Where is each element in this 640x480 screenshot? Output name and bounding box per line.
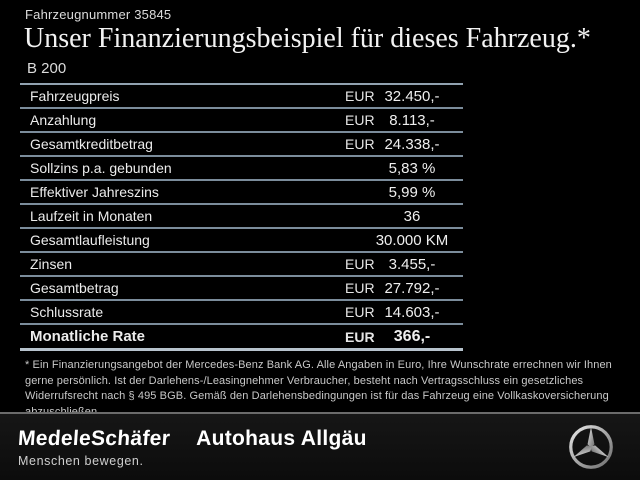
table-row: Gesamtbetrag EUR 27.792,-: [20, 277, 463, 301]
table-row: Laufzeit in Monaten 36: [20, 205, 463, 229]
row-value: 3.455,-: [388, 255, 436, 273]
row-currency: EUR: [345, 112, 375, 128]
row-value: 14.603,-: [384, 303, 440, 321]
row-value: 8.113,-: [389, 111, 435, 129]
row-value: 30.000 KM: [375, 231, 449, 249]
table-row: Zinsen EUR 3.455,-: [20, 253, 463, 277]
row-label: Zinsen: [30, 256, 73, 272]
table-row: Gesamtlaufleistung 30.000 KM: [20, 229, 463, 253]
table-row: Monatliche Rate EUR 366,-: [20, 325, 463, 351]
legal-footnote: * Ein Finanzierungsangebot der Mercedes-…: [25, 359, 612, 418]
row-value: 366,-: [393, 327, 431, 345]
row-currency: EUR: [345, 304, 375, 320]
dealer-tagline: Menschen bewegen.: [18, 453, 144, 468]
dealer-location: Autohaus Allgäu: [196, 426, 367, 450]
table-row: Sollzins p.a. gebunden 5,83 %: [20, 157, 463, 181]
row-label: Laufzeit in Monaten: [30, 208, 153, 224]
row-label: Sollzins p.a. gebunden: [30, 160, 172, 176]
table-row: Anzahlung EUR 8.113,-: [20, 109, 463, 133]
dealer-name: MedeleSchäfer: [17, 426, 171, 450]
mercedes-star-icon: [568, 424, 614, 470]
row-currency: EUR: [345, 88, 375, 104]
dealer-logo-block: MedeleSchäfer Autohaus Allgäu Menschen b…: [17, 426, 367, 468]
row-value: 5,99 %: [388, 183, 436, 201]
row-label: Monatliche Rate: [30, 328, 146, 345]
row-currency: EUR: [345, 256, 375, 272]
row-currency: EUR: [345, 328, 375, 345]
table-row: Fahrzeugpreis EUR 32.450,-: [20, 85, 463, 109]
page-title: Unser Finanzierungsbeispiel für dieses F…: [24, 23, 591, 54]
finance-table: Fahrzeugpreis EUR 32.450,- Anzahlung EUR 8.11…: [20, 83, 463, 351]
row-label: Gesamtbetrag: [30, 280, 119, 296]
table-row: Schlussrate EUR 14.603,-: [20, 301, 463, 325]
vehicle-number: Fahrzeugnummer 35845: [25, 7, 172, 22]
row-label: Effektiver Jahreszins: [30, 184, 159, 200]
row-value: 24.338,-: [384, 135, 440, 153]
footer-bar: MedeleSchäfer Autohaus Allgäu Menschen b…: [0, 414, 640, 480]
footer-divider: [0, 412, 640, 414]
vehicle-model: B 200: [27, 60, 67, 77]
row-currency: EUR: [345, 136, 375, 152]
row-value: 5,83 %: [388, 159, 436, 177]
row-value: 36: [403, 207, 421, 225]
row-label: Fahrzeugpreis: [30, 88, 120, 104]
row-value: 32.450,-: [384, 87, 440, 105]
row-currency: EUR: [345, 280, 375, 296]
row-label: Schlussrate: [30, 304, 104, 320]
row-label: Gesamtkreditbetrag: [30, 136, 153, 152]
row-label: Anzahlung: [30, 112, 97, 128]
table-row: Gesamtkreditbetrag EUR 24.338,-: [20, 133, 463, 157]
row-label: Gesamtlaufleistung: [30, 232, 150, 248]
table-row: Effektiver Jahreszins 5,99 %: [20, 181, 463, 205]
row-value: 27.792,-: [384, 279, 440, 297]
